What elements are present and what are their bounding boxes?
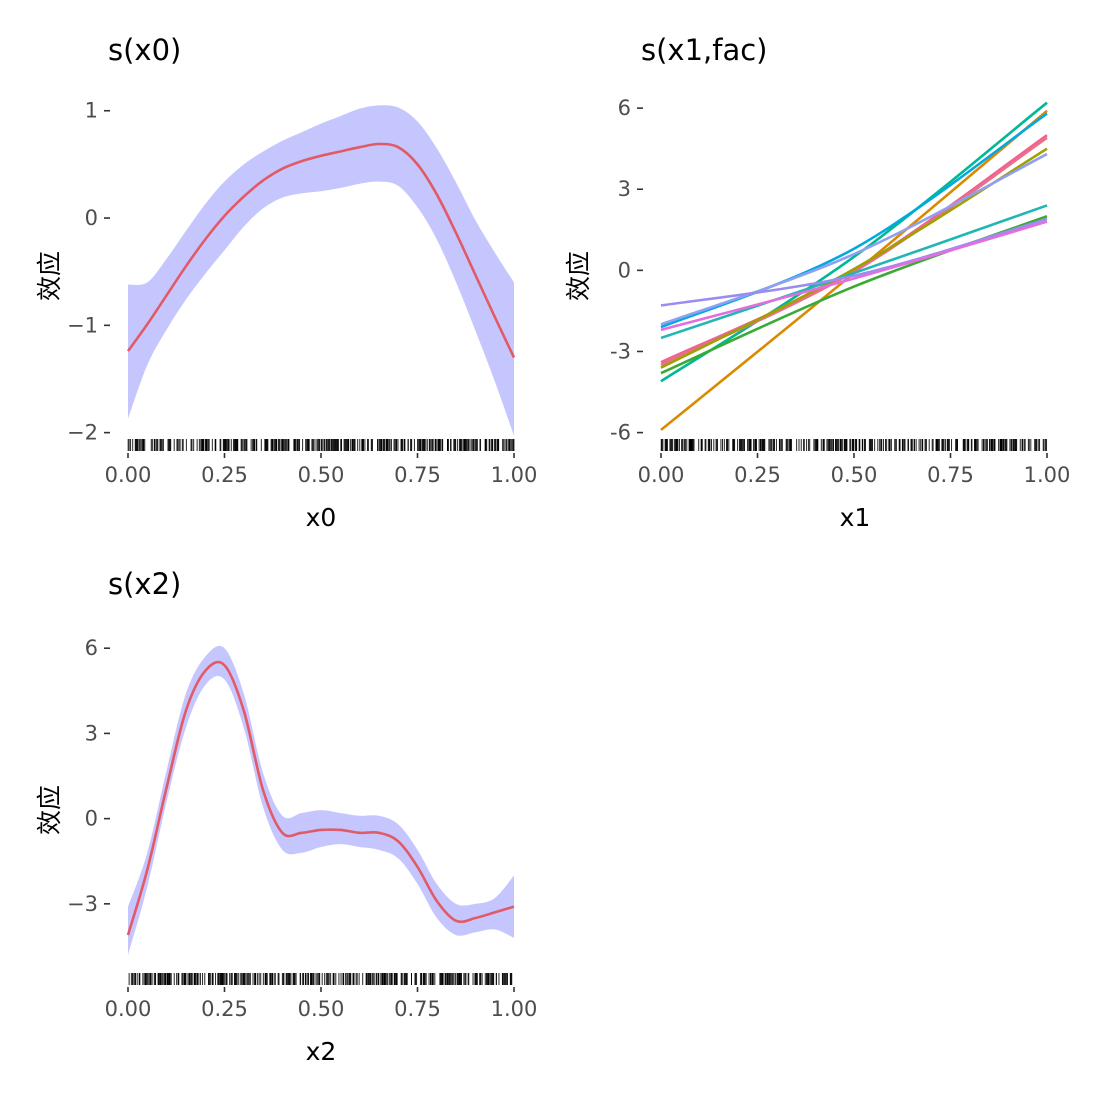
x-tick-label: 0.50 (298, 997, 345, 1021)
y-tick-label: 0 (85, 807, 98, 831)
confidence-band (128, 645, 514, 955)
panel-s-x1-fac: s(x1,fac) 效应 x1 0.00 0.25 0.50 0.75 1.00 -6 -3… (564, 33, 1070, 532)
x-tick-label: 0.00 (105, 997, 152, 1021)
panel-title: s(x2) (108, 567, 181, 601)
plot-area: 0.00 0.25 0.50 0.75 1.00 −2 −1 0 1 (67, 99, 537, 487)
x-tick-label: 0.25 (201, 997, 248, 1021)
rug (128, 973, 513, 985)
factor-line (660, 204, 1048, 340)
x-tick-label: 1.00 (1024, 463, 1071, 487)
y-tick-label: 6 (618, 96, 631, 120)
y-tick-label: 3 (85, 721, 98, 745)
y-tick-label: −2 (67, 421, 98, 445)
y-axis-label: 效应 (35, 251, 64, 301)
x-tick-label: 0.00 (638, 463, 685, 487)
y-axis-label: 效应 (564, 251, 593, 301)
x-tick-label: 0.50 (831, 463, 878, 487)
x-tick-label: 0.50 (298, 463, 345, 487)
y-axis-label: 效应 (35, 785, 64, 835)
y-tick-label: 3 (618, 177, 631, 201)
smooth-line (126, 142, 516, 359)
x-axis-label: x1 (840, 503, 871, 532)
y-tick-label: 0 (618, 258, 631, 282)
panel-title: s(x0) (108, 33, 181, 67)
x-tick-label: 0.75 (394, 997, 441, 1021)
factor-line (660, 136, 1048, 367)
x-tick-label: 0.00 (105, 463, 152, 487)
plot-area: 0.00 0.25 0.50 0.75 1.00 -6 -3 0 3 6 (610, 96, 1070, 487)
x-tick-label: 0.25 (201, 463, 248, 487)
plot-area: 0.00 0.25 0.50 0.75 1.00 −3 0 3 6 (67, 636, 537, 1021)
rug (660, 439, 1048, 451)
y-tick-label: −3 (67, 892, 98, 916)
y-tick-label: 0 (85, 206, 98, 230)
panel-s-x0: s(x0) 效应 x0 0.00 0.25 0.50 0.75 1.00 −2 −1 0 1 (35, 33, 537, 532)
y-tick-label: −1 (67, 313, 98, 337)
panel-s-x2: s(x2) 效应 x2 0.00 0.25 0.50 0.75 1.00 −3 0 3 6 (35, 567, 537, 1066)
factor-line (660, 220, 1048, 332)
factor-line (660, 152, 1048, 326)
x-tick-label: 0.25 (734, 463, 781, 487)
x-tick-label: 0.75 (927, 463, 974, 487)
factor-line (660, 112, 1048, 329)
x-tick-label: 1.00 (491, 997, 538, 1021)
y-tick-label: 1 (85, 99, 98, 123)
y-tick-label: -3 (610, 339, 631, 363)
factor-line (660, 217, 1048, 307)
rug (127, 439, 515, 451)
x-tick-label: 1.00 (491, 463, 538, 487)
x-tick-label: 0.75 (394, 463, 441, 487)
y-tick-label: 6 (85, 636, 98, 660)
x-axis-label: x0 (306, 503, 337, 532)
confidence-band (128, 105, 514, 436)
panel-title: s(x1,fac) (641, 33, 768, 67)
x-axis-label: x2 (306, 1037, 337, 1066)
smooth-line (126, 660, 515, 936)
y-tick-label: -6 (610, 421, 631, 445)
